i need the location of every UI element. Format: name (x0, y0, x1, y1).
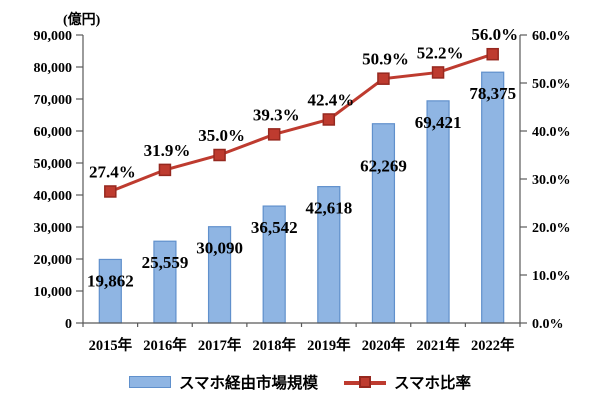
ratio-value-label: 35.0% (198, 126, 245, 145)
category-label: 2020年 (362, 336, 406, 354)
left-axis-unit-label: (億円) (63, 11, 101, 28)
right-tick-label: 60.0% (532, 29, 571, 44)
category-label: 2017年 (198, 336, 242, 354)
bar-2015年 (98, 258, 122, 324)
line-marker-2022年 (486, 47, 499, 61)
left-tick-label: 10,000 (34, 285, 73, 300)
legend: スマホ経由市場規模 スマホ比率 (0, 368, 600, 396)
line-marker-2017年 (213, 148, 226, 162)
line-marker-2015年 (104, 185, 117, 198)
left-tick-label: 30,000 (34, 221, 73, 236)
bar-2022年 (481, 71, 505, 324)
ratio-value-label: 31.9% (144, 141, 191, 160)
line-marker-2018年 (267, 128, 281, 141)
line-marker-2019年 (322, 113, 336, 126)
bar-value-label: 25,559 (142, 253, 189, 272)
left-tick-label: 0 (65, 317, 72, 332)
left-tick-label: 60,000 (34, 125, 73, 140)
bar-2020年 (371, 123, 396, 324)
right-tick-label: 0.0% (532, 317, 564, 332)
left-tick-label: 90,000 (34, 29, 73, 44)
bar-series-swatch-icon (128, 376, 171, 388)
right-tick-label: 30.0% (532, 173, 571, 188)
category-label: 2022年 (471, 336, 515, 354)
bar-value-label: 36,542 (251, 218, 298, 237)
right-tick-label: 10.0% (532, 269, 571, 284)
ratio-value-label: 27.4% (89, 162, 136, 181)
ratio-value-label: 42.4% (307, 90, 354, 109)
ratio-value-label: 39.3% (253, 105, 300, 124)
bar-2021年 (426, 100, 450, 324)
right-tick-label: 20.0% (532, 221, 571, 236)
left-tick-label: 70,000 (34, 93, 73, 108)
category-label: 2021年 (416, 336, 460, 354)
ratio-value-label: 50.9% (362, 50, 409, 69)
category-label: 2015年 (89, 336, 133, 354)
left-tick-label: 80,000 (34, 61, 73, 76)
ratio-value-label: 52.2% (417, 43, 464, 62)
right-tick-label: 50.0% (532, 77, 571, 92)
category-label: 2018年 (252, 336, 296, 354)
bar-value-label: 30,090 (196, 239, 243, 258)
line-marker-2016年 (158, 163, 172, 177)
ratio-value-label: 56.0% (471, 25, 518, 44)
category-label: 2016年 (143, 336, 187, 354)
line-marker-2021年 (431, 66, 445, 79)
right-tick-label: 40.0% (532, 125, 571, 140)
bar-value-label: 62,269 (360, 157, 407, 176)
line-swatch-marker (359, 375, 371, 388)
ratio-line (109, 52, 494, 193)
left-tick-label: 20,000 (34, 253, 73, 268)
line-marker-2020年 (377, 72, 390, 85)
legend-item-ratio: スマホ比率 (344, 371, 471, 393)
left-tick-label: 40,000 (34, 189, 73, 204)
legend-item-market-size: スマホ経由市場規模 (128, 371, 318, 393)
category-label: 2019年 (307, 336, 351, 354)
bar-value-label: 42,618 (305, 199, 352, 218)
bar-value-label: 19,862 (87, 271, 134, 290)
bar-value-label: 78,375 (469, 84, 516, 103)
left-tick-label: 50,000 (34, 157, 73, 172)
line-series-label: スマホ比率 (394, 375, 472, 392)
bar-value-label: 69,421 (415, 113, 462, 132)
bar-series-label: スマホ経由市場規模 (178, 375, 318, 392)
line-series-swatch-icon (344, 375, 386, 389)
